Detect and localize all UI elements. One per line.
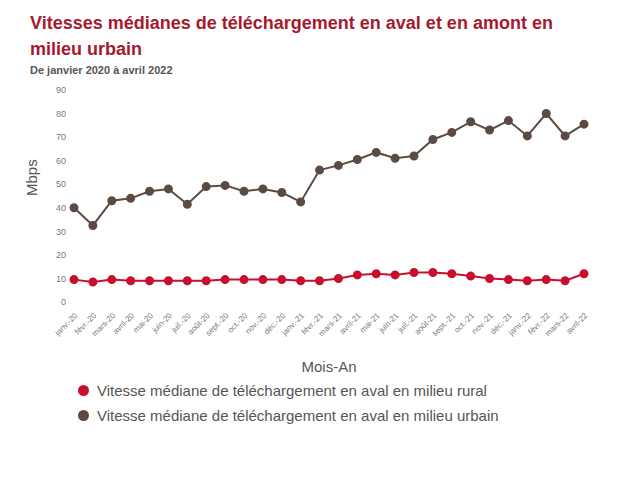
svg-text:mars-22: mars-22	[543, 311, 570, 338]
svg-text:70: 70	[56, 132, 66, 142]
svg-text:févr.-20: févr.-20	[73, 311, 99, 337]
svg-text:80: 80	[56, 109, 66, 119]
html-text:Vitesse médiane de téléchargem: Vitesse médiane de téléchargement en ava…	[97, 382, 487, 399]
svg-text:août-20: août-20	[186, 311, 212, 337]
svg-text:juin-21: juin-21	[376, 311, 400, 335]
svg-text:août-21: août-21	[412, 311, 439, 337]
html-text:Vitesse médiane de téléchargem: Vitesse médiane de téléchargement en ava…	[97, 407, 499, 424]
svg-text:30: 30	[56, 227, 66, 237]
svg-text:mai-21: mai-21	[358, 311, 382, 335]
svg-text:avril-21: avril-21	[338, 311, 363, 336]
svg-text:sept.-20: sept.-20	[204, 311, 231, 338]
svg-text:mars-21: mars-21	[317, 311, 344, 338]
html-text:De janvier 2020 à avril 2022: De janvier 2020 à avril 2022	[30, 64, 173, 76]
svg-text:Mois-An: Mois-An	[301, 358, 356, 375]
svg-text:40: 40	[56, 203, 66, 213]
svg-text:janv.-21: janv.-21	[280, 311, 307, 338]
svg-text:avril-22: avril-22	[565, 311, 590, 336]
svg-text:juin-20: juin-20	[150, 311, 174, 335]
svg-text:juil.-20: juil.-20	[169, 311, 193, 335]
svg-text:oct.-20: oct.-20	[225, 311, 250, 335]
svg-text:60: 60	[56, 156, 66, 166]
svg-text:20: 20	[56, 250, 66, 260]
svg-text:févr.-21: févr.-21	[299, 311, 325, 337]
svg-text:déc.-21: déc.-21	[488, 311, 514, 337]
svg-text:mai-20: mai-20	[131, 311, 155, 335]
svg-text:juil.-21: juil.-21	[396, 311, 420, 335]
svg-text:nov.-21: nov.-21	[470, 311, 495, 336]
svg-text:nov.-20: nov.-20	[243, 311, 269, 336]
svg-text:déc.-20: déc.-20	[262, 311, 288, 337]
svg-text:oct.-21: oct.-21	[452, 311, 477, 335]
svg-text:janv.-20: janv.-20	[53, 311, 80, 338]
svg-text:avril-20: avril-20	[111, 311, 136, 336]
svg-text:janv.-22: janv.-22	[506, 311, 533, 338]
svg-text:0: 0	[61, 297, 66, 307]
svg-text:mars-20: mars-20	[90, 311, 117, 338]
svg-text:90: 90	[56, 85, 66, 95]
svg-text:févr.-22: févr.-22	[526, 311, 552, 337]
svg-text:Mbps: Mbps	[23, 159, 40, 196]
svg-text:50: 50	[56, 179, 66, 189]
html-text:Vitesses médianes de télécharg: Vitesses médianes de téléchargement en a…	[30, 13, 553, 59]
svg-text:10: 10	[56, 274, 66, 284]
svg-text:sept.-21: sept.-21	[430, 311, 457, 338]
